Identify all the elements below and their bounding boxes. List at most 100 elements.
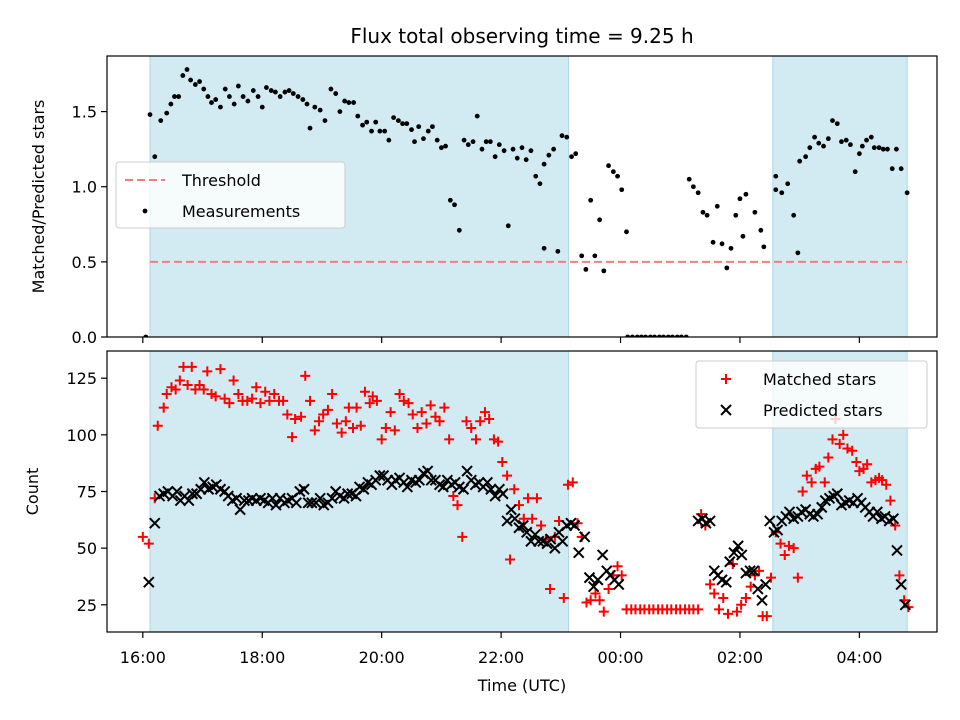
predicted-stars-marker — [238, 494, 251, 507]
measurements-marker — [719, 241, 725, 247]
measurements-marker — [821, 143, 826, 149]
predicted-stars-marker — [720, 576, 732, 588]
matched-stars-marker — [585, 595, 596, 606]
measurements-marker — [555, 248, 561, 254]
measurements-marker — [164, 110, 170, 116]
matched-stars-marker — [359, 386, 370, 397]
measurements-marker — [852, 169, 858, 175]
matched-stars-marker — [838, 429, 849, 440]
measurements-marker — [812, 134, 817, 140]
predicted-stars-marker — [481, 476, 494, 489]
matched-stars-marker — [416, 407, 427, 418]
measurements-marker — [779, 190, 785, 196]
matched-stars-marker — [598, 606, 609, 617]
measurements-marker — [227, 94, 232, 99]
measurements-marker — [541, 245, 547, 251]
matched-stars-marker — [479, 407, 490, 418]
y-tick-label: 125 — [66, 369, 97, 388]
measurements-marker — [624, 229, 629, 235]
predicted-stars-marker — [891, 544, 903, 557]
matched-stars-marker — [174, 375, 185, 386]
y-tick-label: 1.5 — [72, 103, 97, 122]
measurements-marker — [724, 265, 730, 271]
measurements-marker — [218, 104, 223, 110]
matched-stars-marker — [603, 583, 614, 594]
matched-stars-marker — [723, 608, 734, 619]
predicted-stars-marker — [326, 492, 338, 505]
measurements-marker — [461, 137, 467, 143]
measurements-marker — [147, 112, 153, 118]
measurements-marker — [395, 118, 401, 124]
matched-stars-marker — [376, 434, 387, 445]
measurements-marker — [168, 101, 174, 107]
predicted-stars-marker — [421, 465, 434, 477]
matched-stars-marker — [380, 423, 391, 434]
predicted-stars-marker — [517, 519, 529, 532]
matched-stars-marker — [493, 436, 504, 447]
measurements-marker — [304, 101, 310, 107]
matched-stars-marker — [797, 486, 808, 497]
measurements-marker — [465, 142, 471, 148]
matched-stars-marker — [137, 531, 148, 542]
measurements-marker — [342, 98, 348, 104]
matched-stars-marker — [313, 416, 324, 427]
measurements-marker — [483, 139, 489, 145]
measurements-marker — [733, 212, 739, 218]
predicted-stars-marker — [613, 578, 625, 591]
predicted-stars-marker — [578, 531, 591, 543]
predicted-stars-marker — [457, 483, 470, 495]
measurements-marker — [322, 118, 328, 124]
measurements-marker — [686, 176, 692, 182]
measurements-marker — [533, 173, 539, 179]
measurements-marker — [404, 121, 410, 127]
matched-stars-marker — [371, 395, 382, 406]
matched-stars-marker — [766, 572, 776, 583]
measurements-marker — [479, 146, 485, 152]
measurements-marker — [528, 148, 534, 154]
measurements-marker — [569, 154, 574, 160]
matched-stars-marker — [801, 470, 812, 481]
measurements-marker — [416, 124, 422, 130]
predicted-stars-marker — [533, 535, 545, 548]
measurements-marker — [184, 67, 190, 72]
measurements-marker — [272, 89, 278, 95]
matched-stars-marker — [452, 500, 463, 511]
matched-stars-marker — [242, 395, 253, 406]
predicted-stars-marker — [887, 512, 900, 525]
measurements-marker — [369, 128, 374, 134]
predicted-stars-marker — [149, 517, 161, 529]
measurements-marker — [606, 163, 611, 169]
measurements-marker — [761, 244, 767, 250]
predicted-stars-marker — [596, 549, 609, 561]
measurements-marker — [377, 128, 383, 134]
matched-stars-marker — [714, 604, 725, 615]
matched-stars-marker — [527, 513, 538, 524]
measurements-marker — [277, 94, 283, 99]
series-group — [137, 361, 914, 622]
matched-stars-marker — [331, 418, 342, 429]
measurements-marker — [564, 134, 570, 140]
matched-stars-marker — [269, 389, 280, 400]
matched-stars-marker — [718, 593, 729, 604]
measurements-marker — [880, 146, 886, 152]
y-tick-label: 25 — [77, 596, 97, 615]
matched-stars-marker — [814, 461, 825, 472]
predicted-stars-marker — [587, 580, 600, 593]
measurements-marker — [235, 83, 241, 89]
predicted-stars-marker — [198, 476, 211, 489]
predicted-stars-marker — [234, 503, 246, 516]
x-tick-label: 16:00 — [120, 648, 166, 667]
panel-frame — [106, 55, 938, 338]
measurements-marker — [492, 154, 498, 160]
y-axis-label: Count — [23, 468, 42, 516]
matched-stars-marker — [233, 389, 244, 400]
measurements-marker — [551, 146, 557, 152]
matched-stars-marker — [740, 593, 751, 604]
measurements-marker — [583, 266, 589, 272]
y-tick-label: 0.0 — [72, 328, 97, 347]
matched-stars-marker — [545, 583, 556, 594]
legend-matched-swatch — [721, 374, 731, 384]
predicted-stars-marker — [374, 469, 386, 482]
shaded-interval — [772, 55, 908, 338]
legend-measurements-label: Measurements — [182, 202, 300, 221]
